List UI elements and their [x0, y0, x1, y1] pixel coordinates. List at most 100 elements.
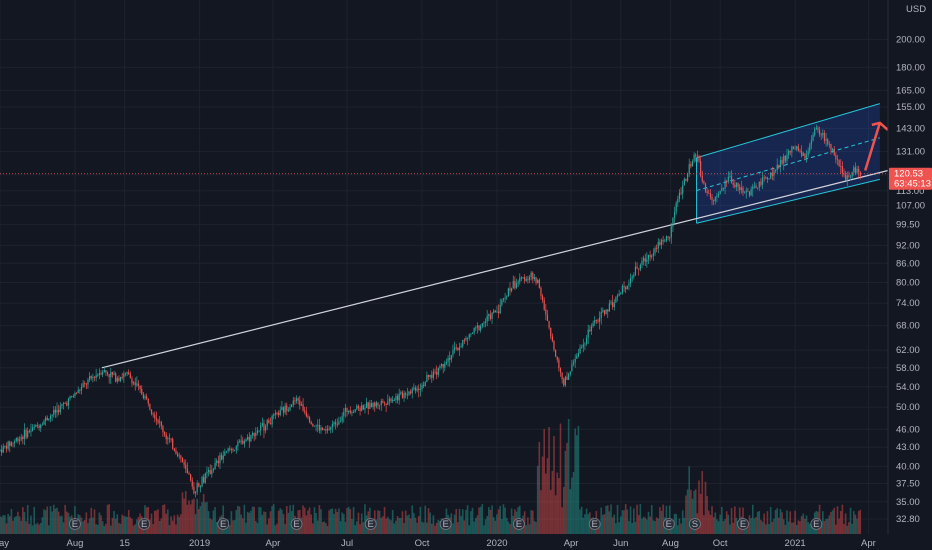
candle-body [538, 279, 540, 288]
price-tick-label: 80.00 [896, 277, 920, 288]
candle-body [610, 302, 612, 304]
candle-body [230, 449, 232, 450]
volume-bar [491, 505, 493, 534]
candle-body [95, 375, 97, 378]
volume-bar [766, 511, 769, 534]
volume-bar [199, 506, 202, 534]
candle-body [817, 127, 819, 130]
candle-body [631, 276, 633, 279]
candle-body [142, 394, 144, 399]
candle-body [809, 144, 811, 151]
volume-bar [165, 513, 167, 534]
volume-bar [768, 524, 770, 534]
volume-bar [395, 520, 397, 534]
candle-body [512, 280, 514, 288]
volume-bar [489, 509, 492, 534]
volume-bar [825, 518, 827, 534]
candle-body [398, 393, 400, 401]
volume-bar [8, 516, 11, 534]
volume-bar [488, 507, 490, 534]
candle-body [159, 421, 161, 423]
volume-bar [574, 428, 576, 534]
volume-bar [170, 516, 172, 534]
volume-bar [158, 520, 161, 534]
candle-body [747, 190, 749, 192]
candle-body [468, 334, 470, 338]
candle-body [698, 156, 700, 162]
projection-arrow[interactable] [863, 121, 889, 171]
volume-bar [569, 489, 572, 534]
candle-body [310, 422, 312, 425]
volume-bar [823, 521, 826, 534]
volume-bar [333, 513, 335, 534]
volume-bar [111, 517, 114, 534]
volume-bar [228, 524, 231, 534]
candle-body [400, 392, 402, 394]
price-tick-label: 180.00 [896, 62, 925, 73]
candle-body [804, 153, 806, 159]
volume-bar [709, 514, 712, 534]
candle-body [629, 278, 632, 284]
candle-body [204, 473, 206, 483]
candle-body [62, 403, 65, 405]
candle-body [90, 376, 92, 379]
event-marker-label: E [666, 519, 672, 530]
volume-bar [761, 521, 764, 534]
volume-bar [284, 524, 286, 534]
candle-body [238, 441, 241, 443]
candle-body [74, 392, 76, 397]
volume-bar [263, 511, 265, 534]
volume-bar [237, 505, 239, 534]
candle-body [833, 148, 835, 156]
candle-body [232, 449, 234, 451]
volume-bar [748, 515, 751, 534]
event-marker-label: E [293, 519, 299, 530]
trend-line[interactable] [101, 169, 889, 369]
candle-body [287, 410, 289, 412]
volume-bar [250, 510, 252, 534]
candle-body [388, 398, 391, 402]
candle-body [59, 406, 61, 413]
candle-body [17, 438, 19, 441]
volume-bar [830, 511, 832, 534]
volume-bar [17, 511, 19, 534]
volume-bar [505, 517, 508, 534]
candle-body [563, 379, 565, 386]
candle-body [266, 419, 268, 427]
candle-body [177, 453, 179, 456]
volume-bar [789, 511, 792, 534]
event-marker-label: S [692, 519, 698, 530]
volume-bar [318, 505, 321, 534]
candle-body [559, 368, 562, 373]
candle-body [351, 412, 353, 413]
event-marker [290, 518, 303, 530]
candle-body [36, 424, 39, 426]
volume-bar [501, 519, 503, 534]
volume-bar [784, 524, 787, 534]
volume-bar [714, 512, 717, 534]
candle-body [335, 422, 337, 425]
volume-bar [38, 524, 40, 534]
volume-bar [600, 507, 603, 534]
volume-bar [375, 519, 378, 534]
candle-body [128, 372, 130, 375]
volume-bar [618, 522, 620, 534]
volume-bar [80, 517, 83, 534]
candle-body [260, 425, 262, 431]
volume-bar [266, 524, 269, 534]
volume-bar [334, 508, 337, 534]
candle-body [801, 151, 803, 156]
parallel-channel[interactable] [696, 103, 880, 224]
candle-body [595, 320, 597, 321]
candle-body [31, 427, 34, 431]
volume-bar [657, 518, 660, 534]
volume-bar [243, 504, 246, 534]
volume-bar [238, 506, 241, 534]
price-axis[interactable]: 200.00 180.00 165.00 155.00 143.00 131.00 120.… [896, 34, 925, 525]
candle-body [0, 449, 1, 451]
candle-body [427, 374, 430, 377]
time-axis[interactable]: May Aug 15 2019 Apr Jul Oct 2020 Apr Jun Aug Oct 202… [0, 538, 876, 549]
candle-body [348, 410, 350, 412]
volume-bar [95, 524, 97, 534]
